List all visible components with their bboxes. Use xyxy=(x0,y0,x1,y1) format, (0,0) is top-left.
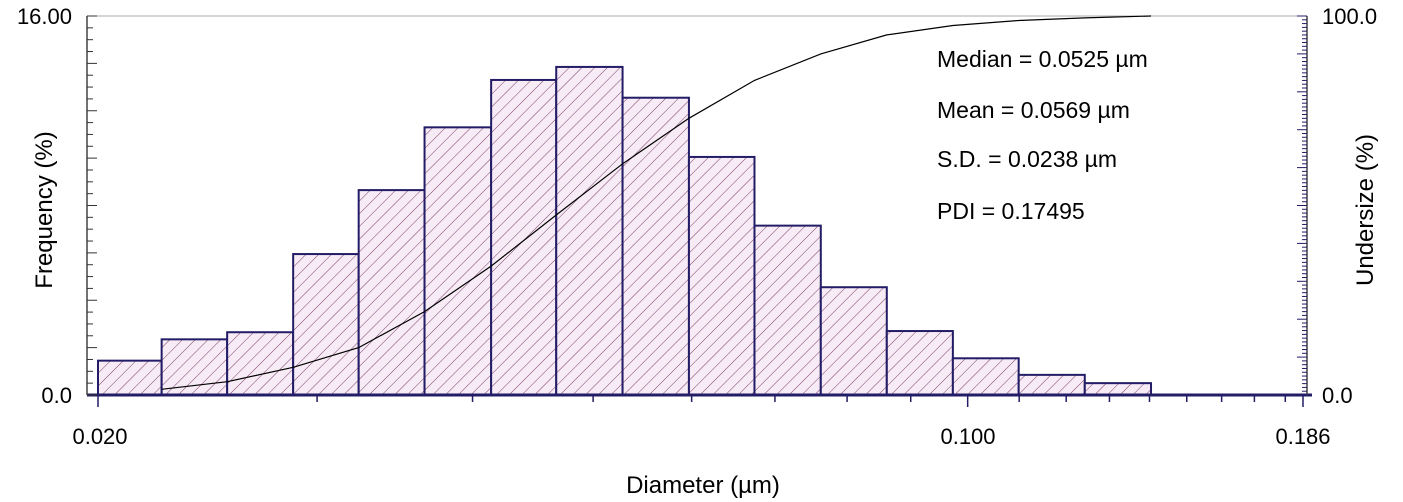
median-annotation: Median = 0.0525 µm xyxy=(937,46,1148,72)
histogram-bar-6 xyxy=(423,126,493,397)
y-right-axis-title: Undersize (%) xyxy=(1352,134,1379,286)
histogram-bar-1 xyxy=(97,359,163,397)
histogram-bar-10 xyxy=(687,155,756,396)
histogram-bar-9 xyxy=(621,96,690,397)
axes xyxy=(86,15,1312,407)
y-left-tick-label-top: 16.00 xyxy=(17,4,72,29)
histogram-bar-11 xyxy=(753,224,822,396)
y-right-tick-label-bottom: 0.0 xyxy=(1322,383,1353,408)
undersize-curve xyxy=(161,15,1152,390)
histogram-bar-16 xyxy=(1083,382,1153,396)
x-tick-label-min: 0.020 xyxy=(72,424,127,449)
histogram-bar-14 xyxy=(951,357,1020,396)
histogram-bar-2 xyxy=(160,338,229,397)
x-axis-title: Diameter (µm) xyxy=(626,472,780,499)
y-left-tick-label-bottom: 0.0 xyxy=(41,383,72,408)
histogram-bar-15 xyxy=(1017,373,1086,397)
sd-annotation: S.D. = 0.0238 µm xyxy=(937,146,1117,172)
mean-annotation: Mean = 0.0569 µm xyxy=(937,97,1130,123)
x-tick-label-max: 0.186 xyxy=(1275,424,1330,449)
histogram-bar-12 xyxy=(819,286,888,396)
y-right-tick-label-top: 100.0 xyxy=(1322,4,1377,29)
histogram-bar-4 xyxy=(292,253,360,396)
histogram-bars xyxy=(97,65,1153,397)
histogram-bar-3 xyxy=(226,331,295,396)
histogram-bar-7 xyxy=(490,78,558,397)
histogram-bar-5 xyxy=(357,189,426,396)
histogram-bar-13 xyxy=(885,330,954,397)
x-tick-label-mid: 0.100 xyxy=(940,424,995,449)
pdi-annotation: PDI = 0.17495 xyxy=(937,198,1085,224)
y-left-axis-title: Frequency (%) xyxy=(31,131,58,288)
histogram-bar-8 xyxy=(555,65,624,396)
